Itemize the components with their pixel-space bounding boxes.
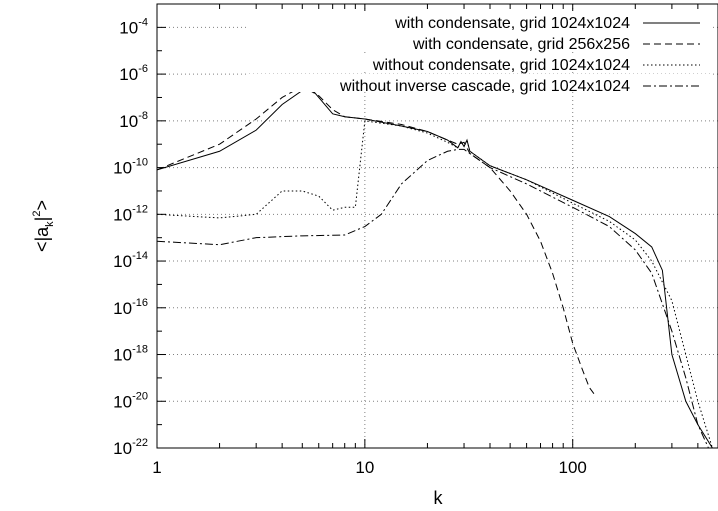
legend-entry: with condensate, grid 1024x1024 — [248, 11, 710, 32]
y-tick-label: 10-16 — [113, 297, 148, 318]
x-tick-label: 1 — [152, 458, 161, 477]
legend-entry-background — [248, 53, 710, 71]
legend-label: with condensate, grid 256x256 — [412, 36, 630, 53]
y-axis-title: <|ak|2> — [31, 200, 56, 252]
plot-frame — [156, 3, 718, 449]
y-tick-label: 10-10 — [113, 157, 148, 178]
series-line-dashdot — [157, 148, 709, 448]
legend-entry-background — [248, 11, 710, 29]
legend: with condensate, grid 1024x1024 with cond… — [248, 11, 710, 95]
y-tick-label: 10-6 — [119, 63, 148, 84]
y-tick-label: 10-4 — [119, 16, 148, 37]
x-tick-label: 100 — [559, 458, 587, 477]
y-tick-label: 10-12 — [113, 203, 148, 224]
x-tick-label: 10 — [355, 458, 374, 477]
y-tick-label: 10-8 — [119, 110, 148, 131]
legend-entry-background — [248, 32, 710, 50]
series-line-solid — [157, 87, 713, 448]
svg-text:<|ak|2>: <|ak|2> — [31, 200, 56, 252]
y-tick-label: 10-22 — [113, 437, 148, 458]
legend-entry: with condensate, grid 256x256 — [248, 32, 710, 53]
y-tick-label: 10-14 — [113, 250, 148, 271]
legend-label: without condensate, grid 1024x1024 — [372, 57, 630, 74]
legend-entry: without inverse cascade, grid 1024x1024 — [248, 74, 710, 95]
legend-label: with condensate, grid 1024x1024 — [394, 15, 630, 32]
y-tick-label: 10-18 — [113, 344, 148, 365]
legend-label: without inverse cascade, grid 1024x1024 — [339, 78, 630, 95]
x-axis-title: k — [434, 488, 444, 508]
series-lines — [157, 85, 713, 448]
series-line-dashed — [157, 85, 595, 395]
legend-entry: without condensate, grid 1024x1024 — [248, 53, 710, 74]
axis-ticks: 1 10 100 10-4 10-6 10-8 10-10 10-12 10-14 10-16 10… — [113, 3, 718, 477]
series-line-dotted — [157, 120, 713, 448]
y-tick-label: 10-20 — [113, 390, 148, 411]
legend-entry-background — [248, 74, 710, 92]
